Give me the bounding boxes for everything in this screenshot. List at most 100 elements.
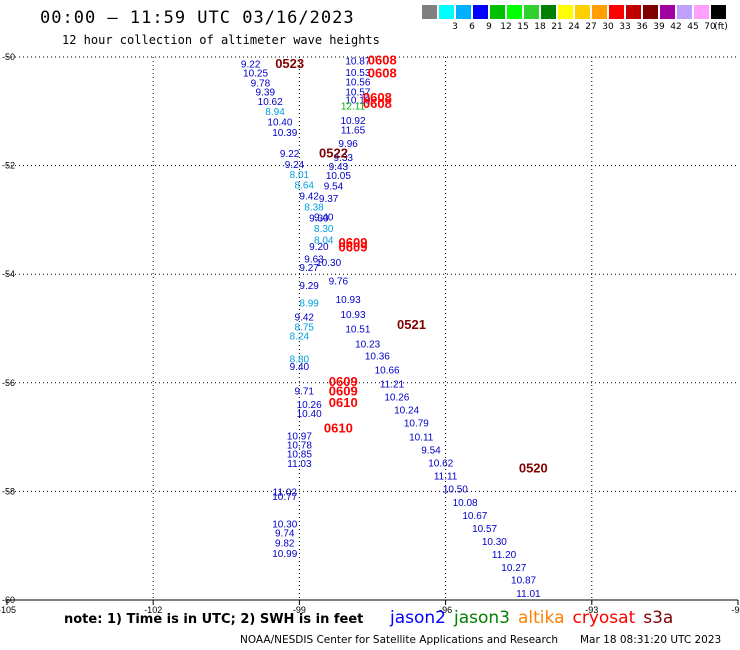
legend-label: 15 [517,22,529,32]
generated-time: Mar 18 08:31:20 UTC 2023 [580,634,722,646]
x-tick-label: -93 [585,605,598,615]
swh-point: 8.04 [314,235,334,246]
swh-point: 9.54 [324,182,344,193]
swh-point: 10.30 [272,519,297,530]
swh-point: 10.77 [272,492,297,503]
legend-unit: (ft) [714,22,728,32]
time-label: 0522 [319,146,348,161]
swh-point: 8.30 [314,224,334,235]
chart-title: 00:00 – 11:59 UTC 03/16/2023 [40,8,355,28]
swh-point: 9.42 [295,312,315,323]
legend-swatch [507,5,522,19]
x-tick-label: -96 [439,605,452,615]
time-label: 0521 [397,317,426,332]
swh-point: 8.94 [265,107,285,118]
time-label: 0610 [329,395,358,410]
time-label: 0520 [519,460,548,475]
swh-point: 10.97 [287,431,312,442]
swh-point: 10.57 [345,88,370,99]
swh-point: 10.87 [345,57,370,68]
swh-point: 9.39 [256,87,276,98]
legend-swatch [490,5,505,19]
satellite-name: cryosat [572,608,636,628]
swh-point: 9.37 [319,194,339,205]
swh-point: 8.64 [295,180,315,191]
legend-swatch [643,5,658,19]
legend-label: 33 [619,22,631,32]
swh-point: 9.43 [329,162,349,173]
swh-point: 10.62 [258,97,283,108]
satellite-name: jason3 [454,608,510,628]
legend-label: 39 [653,22,665,32]
swh-point: 10.36 [365,352,390,363]
swh-point: 10.40 [297,409,322,420]
swh-point: 9.42 [299,191,319,202]
swh-point: 10.93 [340,310,365,321]
legend-swatch [660,5,675,19]
x-tick-label: -102 [144,605,162,615]
legend-label: 42 [670,22,682,32]
swh-point: 11.20 [492,550,517,561]
swh-point: 10.99 [272,549,297,560]
swh-point: 10.53 [345,68,370,79]
swh-point: 10.25 [243,68,268,79]
swh-point: 10.30 [316,258,341,269]
time-label: 0608 [368,53,397,68]
legend-label: 9 [486,22,492,32]
legend-swatch [439,5,454,19]
swh-point: 9.54 [421,446,441,457]
legend-swatch [456,5,471,19]
y-tick-label: -54 [2,269,15,279]
y-tick-label: -58 [2,486,15,496]
swh-point: 9.74 [275,529,295,540]
chart-subtitle: 12 hour collection of altimeter wave hei… [62,33,380,47]
swh-point: 9.22 [241,59,261,70]
legend-label: 70 [704,22,716,32]
swh-point: 9.33 [334,153,354,164]
swh-point: 8.99 [299,299,319,310]
time-label: 0609 [329,383,358,398]
swh-point: 10.24 [394,406,419,417]
legend-swatch [558,5,573,19]
swh-point: 9.27 [299,263,319,274]
swh-point: 10.30 [482,537,507,548]
legend-swatch [592,5,607,19]
swh-point: 10.62 [428,458,453,469]
satellite-name: altika [518,608,565,628]
swh-point: 10.27 [501,563,526,574]
swh-point: 9.96 [338,139,358,150]
legend-swatch [524,5,539,19]
swh-point: 10.05 [326,171,351,182]
data-marks: 9.2210.259.789.3910.628.9410.4010.399.22… [241,53,548,600]
swh-point: 8.75 [295,322,315,333]
swh-point: 10.50 [443,485,468,496]
legend-label: 21 [551,22,563,32]
legend-swatch [677,5,692,19]
swh-point: 9.20 [309,242,329,253]
swh-point: 10.78 [287,441,312,452]
x-tick-label: -105 [0,605,16,615]
swh-point: 9.30 [309,213,329,224]
legend-swatch [575,5,590,19]
legend-label: 3 [452,22,458,32]
satellite-name: jason2 [390,608,446,628]
swh-point: 10.26 [297,400,322,411]
time-label: 0609 [339,235,368,250]
legend-label: 6 [469,22,475,32]
swh-point: 9.63 [304,255,324,266]
swh-point: 10.92 [340,116,365,127]
swh-point: 11.02 [273,487,298,498]
swh-point: 9.78 [251,79,271,90]
swh-point: 11.21 [380,380,405,391]
time-label: 0608 [368,65,397,80]
time-label: 0609 [339,240,368,255]
swh-point: 10.39 [272,128,297,139]
legend-swatch [541,5,556,19]
swh-point: 11.11 [434,472,458,483]
swh-point: 8.01 [290,170,310,181]
swh-point: 11.03 [287,459,312,470]
y-tick-label: -52 [2,161,15,171]
satellite-legend: jason2 jason3 altika cryosat s3a [390,608,681,628]
legend-swatch [694,5,709,19]
